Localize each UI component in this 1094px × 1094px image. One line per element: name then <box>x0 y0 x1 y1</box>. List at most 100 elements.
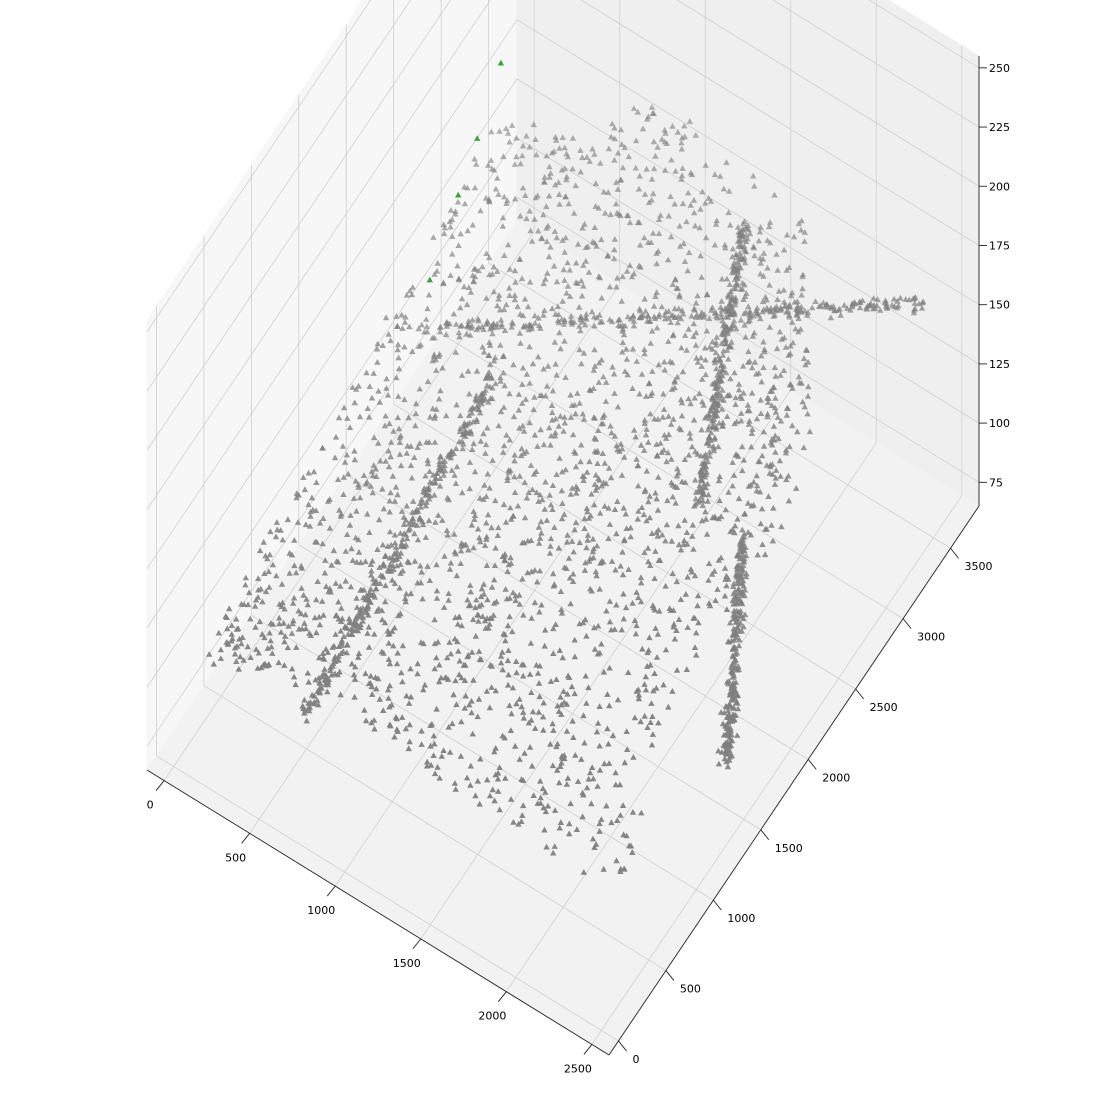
data-point <box>480 430 487 437</box>
data-point <box>255 586 262 593</box>
data-point <box>484 596 491 603</box>
data-point <box>381 553 389 559</box>
data-point <box>665 703 672 710</box>
data-point <box>527 640 535 646</box>
data-point <box>697 252 704 259</box>
data-point <box>375 387 382 394</box>
data-point <box>866 301 873 308</box>
data-point <box>726 753 734 760</box>
data-point <box>382 582 389 589</box>
data-point <box>286 570 293 576</box>
data-point <box>551 228 559 234</box>
data-point <box>595 273 603 279</box>
data-point <box>327 664 334 671</box>
data-point <box>285 623 292 629</box>
data-point <box>590 775 597 782</box>
data-point <box>771 191 778 198</box>
data-point <box>559 237 566 243</box>
data-point <box>290 617 297 624</box>
data-point <box>755 237 763 244</box>
data-point <box>430 471 437 478</box>
data-point <box>777 417 785 424</box>
data-point <box>435 395 443 402</box>
data-point <box>672 499 679 506</box>
data-point <box>637 598 645 605</box>
data-point <box>373 685 380 692</box>
data-point <box>389 557 396 563</box>
data-point <box>727 221 734 228</box>
data-point <box>619 571 627 578</box>
z-gridline-left <box>146 0 412 392</box>
data-point <box>552 311 559 317</box>
data-point <box>475 406 482 412</box>
data-point <box>634 515 641 522</box>
data-point <box>368 394 376 401</box>
data-point <box>635 508 642 514</box>
data-point <box>453 463 461 470</box>
data-point <box>351 693 358 700</box>
data-point <box>592 568 600 575</box>
data-point <box>645 558 652 565</box>
data-point <box>305 678 312 685</box>
data-point <box>486 792 494 799</box>
data-point <box>746 314 754 320</box>
data-point <box>553 743 560 750</box>
data-point <box>742 333 749 340</box>
data-point <box>281 633 289 639</box>
data-point <box>533 151 540 158</box>
data-point <box>466 459 474 465</box>
data-point <box>678 412 686 419</box>
data-point <box>518 445 525 452</box>
data-point <box>715 443 722 450</box>
data-point <box>350 671 358 678</box>
data-point <box>804 392 812 399</box>
data-point <box>365 611 372 618</box>
data-point <box>506 138 513 145</box>
data-point <box>397 561 404 567</box>
data-point <box>650 110 657 116</box>
data-point <box>733 699 740 705</box>
data-point <box>431 415 438 421</box>
data-point <box>266 584 273 590</box>
data-point <box>469 730 476 737</box>
data-point <box>661 358 668 365</box>
data-point <box>759 452 766 459</box>
data-point <box>677 396 685 403</box>
data-point <box>386 420 393 427</box>
data-point <box>720 185 727 192</box>
data-point <box>877 307 884 313</box>
data-point <box>569 165 576 172</box>
data-point <box>356 413 364 420</box>
data-point <box>734 692 741 698</box>
data-point <box>359 617 366 624</box>
data-point <box>589 548 597 555</box>
data-point <box>406 323 413 330</box>
data-point <box>694 592 702 599</box>
data-point <box>519 312 527 319</box>
data-point <box>572 463 580 470</box>
data-point <box>277 629 285 635</box>
data-point <box>617 126 625 133</box>
data-point <box>560 266 567 273</box>
data-point <box>456 613 463 620</box>
data-point <box>396 439 404 445</box>
data-point <box>740 558 747 564</box>
data-point <box>685 395 692 402</box>
data-point <box>758 352 765 359</box>
data-point <box>738 243 745 250</box>
data-point <box>463 330 470 337</box>
data-point <box>561 277 568 283</box>
data-point <box>362 607 369 614</box>
data-point <box>279 536 286 543</box>
data-point <box>376 695 383 702</box>
data-point <box>653 289 660 296</box>
data-point <box>650 687 657 694</box>
data-point <box>686 430 693 436</box>
data-point <box>655 248 662 254</box>
data-point <box>351 447 358 454</box>
data-point <box>771 404 779 411</box>
data-point <box>572 182 579 189</box>
data-point <box>606 618 614 625</box>
data-point <box>549 720 556 727</box>
data-point <box>651 670 658 676</box>
